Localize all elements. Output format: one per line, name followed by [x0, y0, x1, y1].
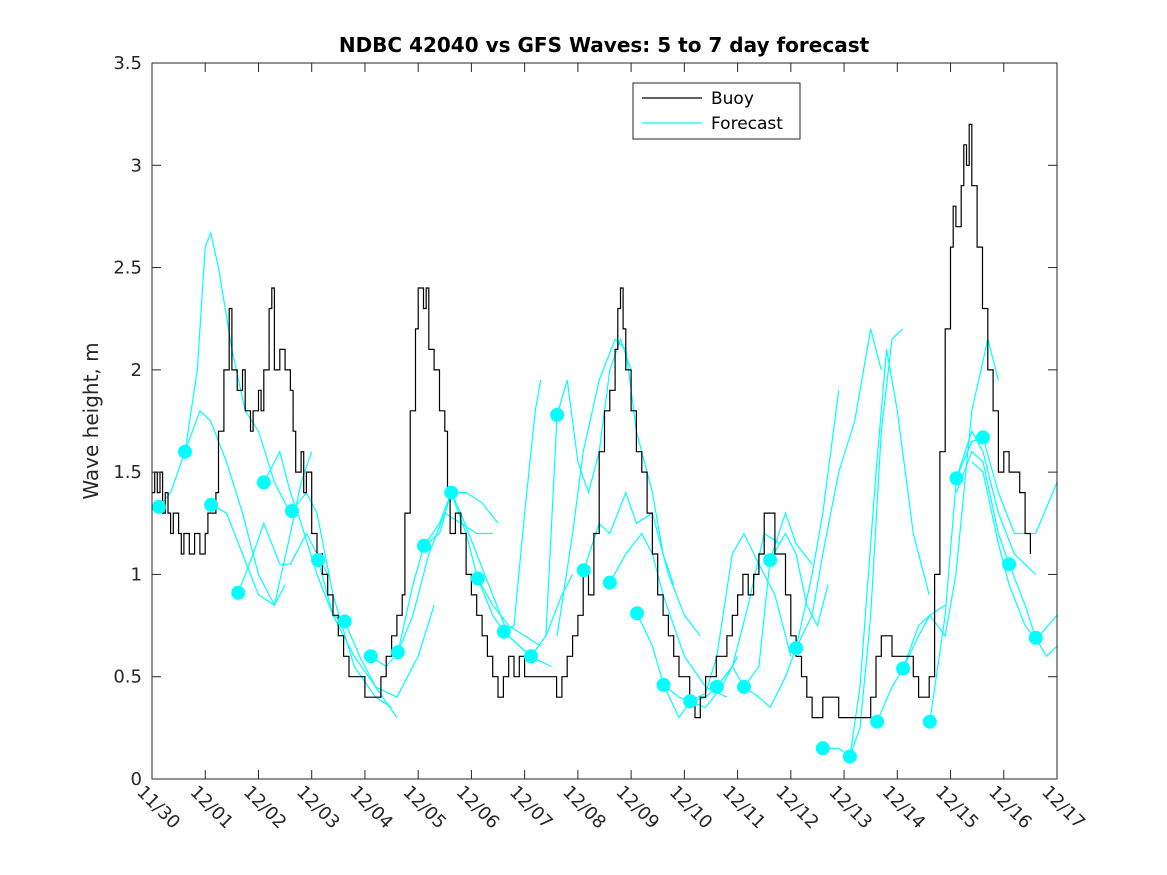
y-tick-label: 1.5 — [113, 462, 142, 483]
buoy-line — [152, 123, 1032, 719]
axes-box — [151, 62, 1058, 780]
forecast-marker — [602, 575, 617, 590]
forecast-line — [184, 409, 286, 607]
y-tick-label: 0.5 — [113, 667, 142, 688]
forecast-line — [317, 559, 435, 698]
forecast-marker — [550, 407, 565, 422]
forecast-line — [503, 379, 542, 633]
forecast-line — [477, 574, 574, 658]
forecast-marker — [870, 714, 885, 729]
forecast-line — [716, 511, 813, 689]
forecast-line — [902, 339, 999, 669]
forecast-marker — [949, 471, 964, 486]
x-tick-label: 12/02 — [239, 782, 291, 834]
forecast-line — [822, 328, 904, 758]
forecast-line — [450, 492, 541, 647]
x-tick-label: 12/10 — [665, 782, 717, 834]
y-tick-label: 3.5 — [113, 53, 142, 74]
forecast-marker — [337, 614, 352, 629]
forecast-line — [849, 349, 930, 757]
forecast-line — [397, 492, 499, 653]
forecast-marker — [922, 714, 937, 729]
x-tick-label: 12/11 — [718, 782, 770, 834]
forecast-marker — [256, 475, 271, 490]
x-tick-label: 12/17 — [1037, 782, 1089, 834]
forecast-line — [158, 230, 291, 514]
forecast-line — [769, 532, 829, 628]
forecast-marker — [204, 497, 219, 512]
forecast-line — [876, 604, 946, 722]
forecast-marker — [285, 504, 299, 518]
forecast-marker — [178, 444, 192, 459]
forecast-marker — [683, 694, 698, 709]
forecast-line — [795, 328, 882, 649]
forecast-marker — [444, 485, 459, 500]
x-tick-label: 12/01 — [186, 782, 238, 834]
forecast-marker — [1002, 557, 1017, 572]
x-tick-label: 12/07 — [505, 782, 557, 834]
forecast-marker — [152, 499, 166, 514]
y-tick-label: 3 — [131, 155, 142, 176]
forecast-marker — [470, 571, 485, 586]
forecast-marker — [231, 585, 246, 600]
axes: 00.511.522.533.511/30 12/01 12/02 12/03 12/0… — [113, 53, 1089, 833]
legend-label-forecast: Forecast — [711, 114, 783, 134]
forecast-marker — [656, 677, 671, 692]
y-tick-label: 2.5 — [113, 258, 142, 279]
forecast-marker — [363, 649, 378, 664]
forecast-line — [530, 337, 632, 657]
x-tick-label: 12/12 — [771, 782, 823, 834]
forecast-marker — [417, 538, 431, 553]
forecast-line — [583, 490, 701, 637]
forecast-marker — [789, 641, 804, 656]
x-tick-label: 12/15 — [931, 782, 983, 834]
forecast-marker — [630, 606, 644, 621]
forecast-marker — [496, 624, 511, 639]
y-tick-label: 2 — [131, 360, 142, 381]
forecast-line — [370, 512, 493, 668]
forecast-line — [291, 491, 392, 708]
legend-label-buoy: Buoy — [711, 89, 754, 109]
legend: Buoy Forecast — [632, 82, 801, 140]
forecast-marker — [737, 679, 751, 694]
y-tick-label: 1 — [131, 564, 142, 585]
forecast-marker — [842, 749, 857, 764]
x-tick-label: 12/13 — [825, 782, 877, 834]
forecast-line — [689, 532, 792, 702]
x-tick-label: 12/04 — [345, 782, 397, 834]
forecast-line — [955, 429, 1037, 575]
forecast-line — [955, 450, 1057, 658]
forecast-line — [971, 461, 1057, 641]
y-tick-label: 0 — [131, 769, 142, 790]
forecast-marker — [576, 563, 591, 578]
y-axis-label: Wave height, m — [79, 342, 103, 499]
forecast-line — [743, 390, 840, 709]
forecast-marker — [763, 553, 778, 568]
forecast-marker — [709, 679, 724, 694]
x-tick-label: 12/16 — [984, 782, 1036, 834]
forecast-marker — [1028, 630, 1043, 645]
x-tick-label: 12/05 — [399, 782, 451, 834]
x-tick-label: 11/30 — [132, 782, 184, 834]
forecast-line — [210, 451, 313, 607]
x-tick-label: 12/03 — [292, 782, 344, 834]
forecast-line — [929, 436, 1057, 722]
forecast-marker — [815, 741, 830, 756]
plot-area — [152, 123, 1057, 764]
x-tick-label: 12/06 — [452, 782, 504, 834]
x-tick-label: 12/08 — [558, 782, 610, 834]
x-tick-label: 12/14 — [878, 782, 930, 834]
forecast-marker — [976, 430, 990, 445]
forecast-marker — [311, 553, 326, 568]
x-tick-label: 12/09 — [612, 782, 664, 834]
forecast-line — [237, 521, 329, 594]
chart-title: NDBC 42040 vs GFS Waves: 5 to 7 day fore… — [339, 33, 870, 57]
forecast-marker — [896, 661, 911, 676]
forecast-marker — [524, 649, 538, 664]
forecast-line — [263, 450, 398, 718]
forecast-line — [556, 338, 675, 636]
forecast-marker — [390, 645, 405, 660]
legend-box — [632, 82, 801, 140]
